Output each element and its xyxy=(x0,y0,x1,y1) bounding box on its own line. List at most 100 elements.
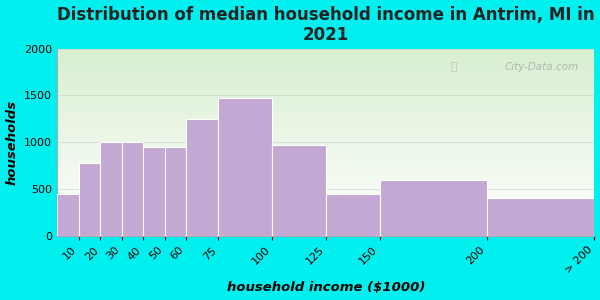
Bar xyxy=(57,113,595,114)
Bar xyxy=(57,162,595,163)
Bar xyxy=(57,107,595,108)
Bar xyxy=(57,191,595,192)
Bar xyxy=(57,210,595,211)
Bar xyxy=(57,169,595,170)
Bar xyxy=(57,101,595,102)
Bar xyxy=(57,59,595,60)
Bar xyxy=(57,122,595,123)
Bar xyxy=(57,115,595,116)
Bar xyxy=(57,112,595,113)
Bar xyxy=(57,193,595,194)
Bar xyxy=(57,202,595,203)
Bar xyxy=(57,50,595,51)
Bar xyxy=(57,68,595,69)
Bar xyxy=(57,126,595,127)
Bar xyxy=(57,154,595,155)
Bar xyxy=(57,60,595,61)
Bar xyxy=(57,98,595,99)
Bar xyxy=(57,81,595,83)
Bar xyxy=(57,188,595,189)
Bar xyxy=(57,110,595,111)
Bar xyxy=(57,136,595,138)
Bar xyxy=(57,212,595,213)
Bar xyxy=(186,119,218,236)
Bar xyxy=(57,200,595,201)
Bar xyxy=(57,133,595,134)
Bar xyxy=(57,147,595,148)
Bar xyxy=(57,207,595,208)
Bar xyxy=(57,72,595,73)
Bar xyxy=(57,159,595,160)
Bar xyxy=(57,197,595,198)
Bar xyxy=(57,87,595,88)
Bar xyxy=(57,232,595,233)
Bar xyxy=(57,77,595,78)
Bar xyxy=(57,194,595,195)
Text: ⦾: ⦾ xyxy=(451,62,457,72)
Bar xyxy=(57,97,595,98)
Bar xyxy=(57,140,595,141)
Bar xyxy=(57,206,595,207)
Bar xyxy=(57,131,595,132)
Bar xyxy=(57,177,595,178)
Bar xyxy=(57,55,595,56)
Bar xyxy=(57,96,595,97)
Bar xyxy=(57,187,595,188)
Bar xyxy=(57,198,595,199)
Bar xyxy=(57,211,595,212)
Bar xyxy=(57,166,595,167)
Bar xyxy=(57,205,595,206)
Bar xyxy=(57,156,595,157)
Bar xyxy=(57,192,595,193)
Bar xyxy=(57,153,595,154)
Bar xyxy=(57,176,595,177)
Bar xyxy=(57,130,595,131)
Bar xyxy=(143,147,164,236)
Bar xyxy=(57,208,595,209)
Bar xyxy=(57,182,595,183)
Bar xyxy=(57,190,595,191)
Bar xyxy=(57,85,595,86)
X-axis label: household income ($1000): household income ($1000) xyxy=(227,281,425,294)
Bar xyxy=(57,217,595,218)
Bar xyxy=(57,142,595,143)
Bar xyxy=(57,84,595,85)
Bar xyxy=(79,163,100,236)
Bar xyxy=(380,180,487,236)
Bar xyxy=(57,222,595,223)
Bar xyxy=(57,132,595,133)
Bar xyxy=(57,157,595,158)
Bar xyxy=(57,70,595,71)
Bar xyxy=(57,194,79,236)
Bar xyxy=(326,194,380,236)
Bar xyxy=(57,215,595,216)
Bar xyxy=(100,142,122,236)
Bar xyxy=(57,74,595,75)
Bar xyxy=(57,165,595,166)
Bar xyxy=(57,231,595,232)
Bar xyxy=(57,58,595,59)
Bar xyxy=(57,223,595,224)
Bar xyxy=(57,172,595,173)
Bar xyxy=(57,79,595,80)
Bar xyxy=(57,78,595,79)
Bar xyxy=(57,135,595,136)
Bar xyxy=(57,69,595,70)
Bar xyxy=(57,138,595,139)
Bar xyxy=(57,125,595,126)
Bar xyxy=(57,56,595,57)
Bar xyxy=(57,179,595,180)
Bar xyxy=(57,128,595,129)
Bar xyxy=(57,170,595,171)
Bar xyxy=(57,164,595,165)
Bar xyxy=(57,54,595,55)
Bar xyxy=(57,151,595,152)
Bar xyxy=(57,186,595,187)
Bar xyxy=(57,105,595,106)
Bar xyxy=(57,163,595,164)
Bar xyxy=(57,61,595,62)
Bar xyxy=(57,143,595,144)
Bar xyxy=(57,86,595,87)
Bar xyxy=(57,93,595,94)
Bar xyxy=(57,199,595,200)
